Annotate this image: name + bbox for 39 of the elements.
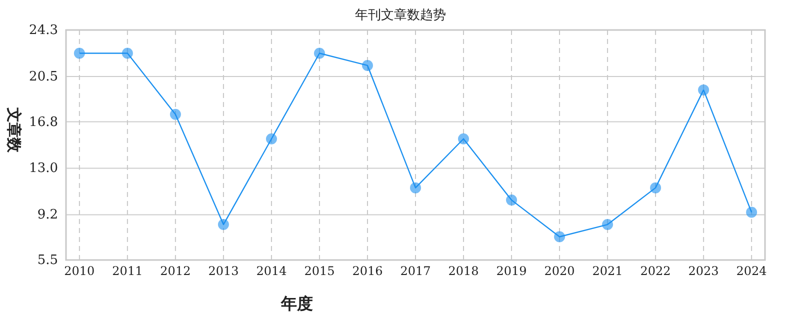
x-tick-label: 2018 (448, 264, 479, 278)
x-tick-label: 2016 (352, 264, 383, 278)
point (266, 133, 277, 144)
point (554, 231, 566, 242)
point (602, 219, 614, 230)
x-tick-label: 2022 (640, 264, 671, 278)
x-tick-label: 2020 (544, 264, 575, 278)
point (218, 219, 229, 230)
y-axis-title: 文章数 (5, 106, 23, 154)
x-tick-label: 2023 (688, 264, 719, 278)
y-tick-label: 20.5 (29, 69, 58, 84)
x-tick-label: 2024 (736, 264, 768, 278)
y-tick-label: 24.3 (29, 23, 58, 38)
chart-title: 年刊文章数趋势 (355, 8, 446, 23)
point (362, 60, 373, 71)
x-tick-label: 2013 (208, 264, 239, 278)
x-tick-label: 2017 (400, 264, 431, 278)
x-tick-label: 2012 (160, 264, 191, 278)
x-tick-label: 2021 (592, 264, 623, 278)
y-tick-label: 5.5 (37, 253, 58, 268)
x-tick-label: 2019 (496, 264, 527, 278)
x-axis-title: 年度 (280, 294, 313, 313)
point (506, 194, 518, 206)
y-tick-label: 13.0 (29, 161, 58, 176)
x-tick-label: 2010 (64, 264, 95, 278)
point (746, 206, 758, 218)
y-tick-label: 16.8 (29, 114, 58, 130)
point (410, 182, 421, 194)
point (122, 48, 133, 59)
x-tick-label: 2015 (304, 264, 335, 278)
y-tick-label: 9.2 (37, 208, 58, 223)
point (698, 84, 710, 96)
point (170, 108, 181, 120)
point (74, 48, 85, 59)
point (458, 133, 470, 144)
point (314, 48, 325, 59)
x-tick-label: 2014 (256, 264, 288, 278)
point (650, 182, 662, 194)
x-tick-label: 2011 (112, 264, 143, 278)
